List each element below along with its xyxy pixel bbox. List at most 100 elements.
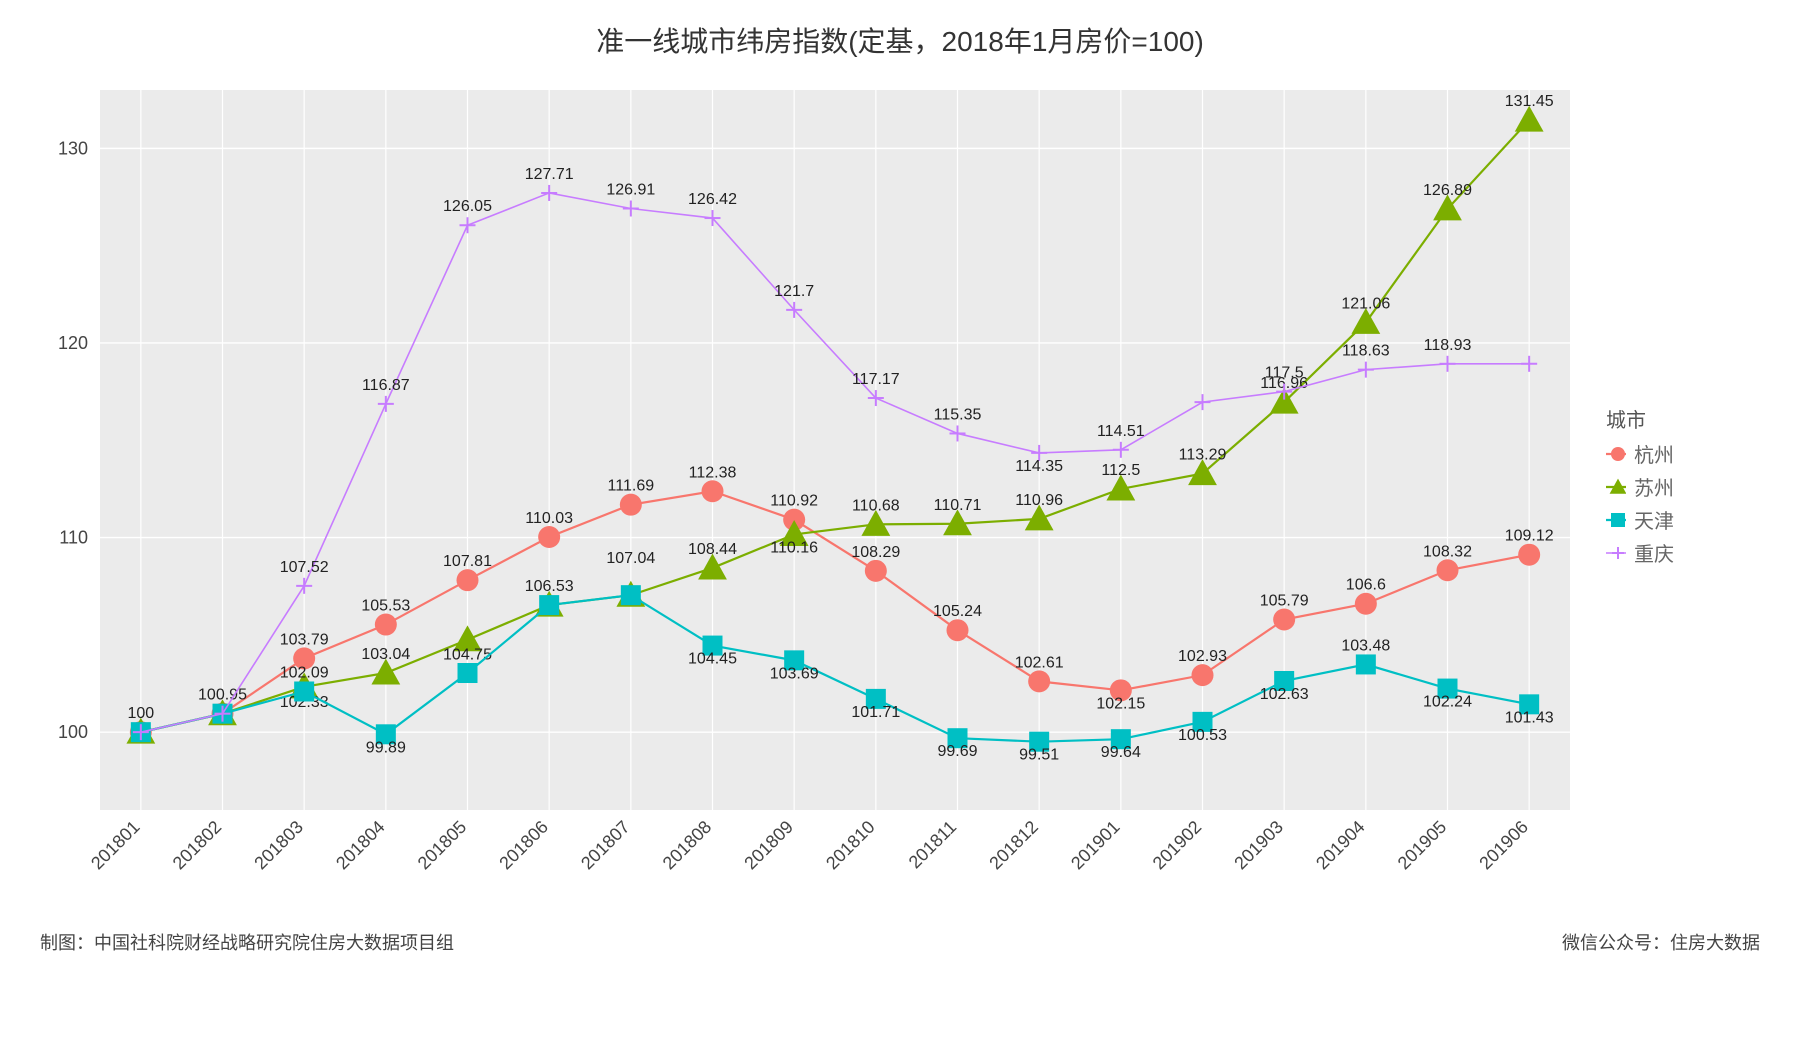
svg-text:100: 100	[58, 722, 88, 742]
chart-title: 准一线城市纬房指数(定基，2018年1月房价=100)	[30, 20, 1770, 60]
svg-text:201803: 201803	[250, 817, 307, 874]
svg-text:201807: 201807	[577, 817, 634, 874]
legend-item-重庆: 重庆	[1606, 538, 1674, 567]
data-label: 118.93	[1424, 337, 1472, 354]
marker-杭州	[865, 560, 887, 582]
data-label: 100.53	[1178, 727, 1227, 744]
legend-item-杭州: 杭州	[1606, 439, 1674, 468]
data-label: 109.12	[1505, 528, 1554, 545]
data-label: 104.75	[443, 647, 492, 664]
data-label: 121.7	[774, 283, 814, 300]
marker-杭州	[375, 614, 397, 636]
marker-杭州	[1518, 544, 1540, 566]
chart-svg: 100 110 120 130 201801 201802 201803 201804 2018…	[30, 70, 1590, 900]
data-label: 110.03	[525, 510, 573, 527]
data-label: 111.69	[608, 478, 655, 495]
marker-杭州	[947, 619, 969, 641]
svg-text:201802: 201802	[169, 817, 226, 874]
data-label: 101.71	[851, 704, 900, 721]
legend-swatch-icon	[1606, 444, 1626, 464]
data-label: 101.43	[1505, 709, 1554, 726]
data-label: 118.63	[1342, 343, 1390, 360]
svg-text:201806: 201806	[495, 817, 552, 874]
data-label: 108.29	[851, 544, 900, 561]
legend-label: 重庆	[1634, 538, 1674, 567]
svg-text:130: 130	[58, 138, 88, 158]
marker-杭州	[457, 569, 479, 591]
legend: 城市 杭州苏州天津重庆	[1606, 404, 1674, 571]
data-label: 103.69	[770, 665, 819, 682]
data-label: 107.81	[443, 553, 492, 570]
data-label: 126.89	[1423, 182, 1472, 199]
svg-text:201805: 201805	[414, 817, 471, 874]
svg-text:201809: 201809	[740, 817, 797, 874]
data-label: 126.42	[688, 191, 737, 208]
data-label: 117.5	[1265, 365, 1304, 382]
data-label: 110.71	[934, 497, 982, 514]
legend-label: 苏州	[1634, 472, 1674, 501]
footer-right: 微信公众号：住房大数据	[1562, 929, 1760, 955]
svg-text:201906: 201906	[1475, 817, 1532, 874]
data-label: 108.32	[1423, 543, 1472, 560]
data-label: 102.93	[1178, 648, 1227, 665]
legend-label: 杭州	[1634, 439, 1674, 468]
svg-text:201812: 201812	[985, 817, 1042, 874]
footer-left: 制图：中国社科院财经战略研究院住房大数据项目组	[40, 929, 454, 955]
svg-text:110: 110	[59, 528, 88, 548]
data-label: 110.68	[852, 497, 900, 514]
data-label: 110.96	[1015, 492, 1063, 509]
marker-杭州	[620, 494, 642, 516]
svg-text:201801: 201801	[87, 817, 144, 874]
data-label: 106.53	[525, 578, 574, 595]
marker-天津	[458, 663, 478, 683]
data-label: 102.63	[1260, 686, 1309, 703]
data-label: 116.87	[362, 377, 410, 394]
svg-text:201811: 201811	[905, 817, 961, 873]
data-label: 102.09	[280, 664, 329, 681]
data-label: 102.15	[1096, 695, 1145, 712]
marker-杭州	[1192, 664, 1214, 686]
svg-text:201808: 201808	[659, 817, 716, 874]
data-label: 105.53	[361, 598, 410, 615]
marker-天津	[1356, 654, 1376, 674]
svg-text:120: 120	[58, 333, 88, 353]
data-label: 103.04	[361, 646, 410, 663]
data-label: 107.04	[606, 550, 655, 567]
data-label: 110.16	[770, 539, 818, 556]
svg-text:201810: 201810	[822, 817, 879, 874]
marker-杭州	[1437, 559, 1459, 581]
data-label: 127.71	[525, 166, 574, 183]
marker-杭州	[1355, 593, 1377, 615]
data-label: 106.6	[1346, 577, 1386, 594]
marker-杭州	[702, 480, 724, 502]
legend-swatch-icon	[1606, 510, 1626, 530]
svg-text:201904: 201904	[1312, 817, 1369, 874]
plot-container: 100 110 120 130 201801 201802 201803 201804 2018…	[30, 70, 1590, 905]
data-label: 121.06	[1341, 295, 1390, 312]
legend-title: 城市	[1606, 404, 1674, 433]
data-label: 126.91	[606, 182, 655, 199]
data-label: 103.79	[280, 631, 329, 648]
data-label: 99.89	[366, 739, 406, 756]
legend-item-苏州: 苏州	[1606, 472, 1674, 501]
data-label: 107.52	[280, 559, 329, 576]
data-label: 117.17	[852, 371, 900, 388]
data-label: 99.64	[1101, 744, 1141, 761]
data-label: 112.5	[1101, 462, 1140, 479]
data-label: 112.38	[689, 464, 737, 481]
data-label: 114.51	[1097, 423, 1145, 440]
svg-text:201905: 201905	[1394, 817, 1451, 874]
legend-item-天津: 天津	[1606, 505, 1674, 534]
data-label: 126.05	[443, 198, 492, 215]
svg-text:201903: 201903	[1230, 817, 1287, 874]
marker-杭州	[1028, 670, 1050, 692]
data-label: 103.48	[1341, 637, 1390, 654]
svg-text:201804: 201804	[332, 817, 389, 874]
marker-天津	[539, 595, 559, 615]
data-label: 102.24	[1423, 694, 1472, 711]
marker-杭州	[1273, 608, 1295, 630]
data-label: 108.44	[688, 541, 737, 558]
data-label: 113.29	[1179, 447, 1227, 464]
marker-天津	[294, 681, 314, 701]
marker-杭州	[538, 526, 560, 548]
